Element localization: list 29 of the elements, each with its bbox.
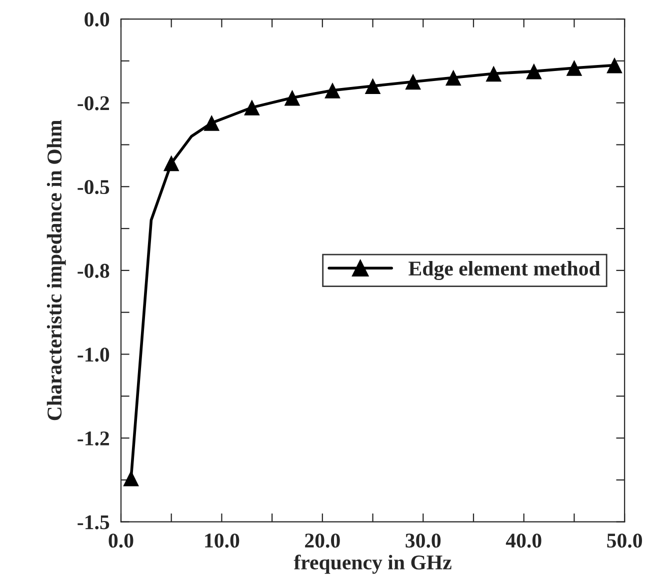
point [204, 115, 220, 131]
point [163, 155, 180, 172]
point [445, 70, 462, 86]
point [526, 63, 542, 80]
point [405, 74, 421, 90]
point [244, 100, 260, 116]
point [284, 90, 300, 106]
point [606, 57, 622, 74]
x-tick-label: 50.0 [607, 534, 642, 548]
y-axis-title: Characteristic impedance in Ohm [46, 120, 66, 420]
x-tick-label: 0.0 [108, 534, 134, 548]
y-tick-label: 0.0 [84, 12, 110, 27]
point [324, 82, 340, 98]
x-tick-label: 20.0 [305, 534, 340, 548]
point [566, 60, 582, 76]
y-tick-label: -0.5 [78, 180, 110, 194]
y-tick-label: -0.2 [78, 96, 109, 110]
point [486, 66, 502, 82]
x-tick-label: 30.0 [406, 534, 441, 548]
y-tick-label: -1.0 [78, 348, 110, 362]
y-tick-label: -1.5 [78, 515, 110, 530]
point [364, 78, 381, 94]
point [123, 470, 139, 486]
x-tick-label: 40.0 [506, 534, 542, 548]
x-tick-label: 10.0 [205, 534, 240, 548]
x-axis-title: frequency in GHz [294, 554, 452, 574]
legend-label: Edge element method [408, 260, 600, 280]
y-tick-label: -0.8 [78, 264, 110, 278]
y-tick-label: -1.2 [78, 431, 109, 446]
